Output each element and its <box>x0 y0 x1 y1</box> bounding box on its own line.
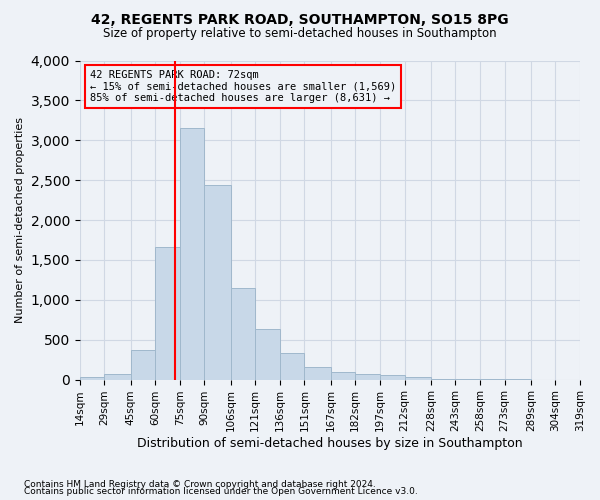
Bar <box>255 330 280 380</box>
Text: Contains HM Land Registry data © Crown copyright and database right 2024.: Contains HM Land Registry data © Crown c… <box>24 480 376 489</box>
Bar <box>80 377 104 380</box>
Bar <box>355 374 380 380</box>
Bar <box>331 372 355 380</box>
Bar <box>104 374 131 380</box>
Bar <box>230 288 255 380</box>
Bar <box>304 367 331 380</box>
Bar <box>131 350 155 380</box>
X-axis label: Distribution of semi-detached houses by size in Southampton: Distribution of semi-detached houses by … <box>137 437 523 450</box>
Text: 42 REGENTS PARK ROAD: 72sqm
← 15% of semi-detached houses are smaller (1,569)
85: 42 REGENTS PARK ROAD: 72sqm ← 15% of sem… <box>90 70 396 103</box>
Text: Size of property relative to semi-detached houses in Southampton: Size of property relative to semi-detach… <box>103 28 497 40</box>
Y-axis label: Number of semi-detached properties: Number of semi-detached properties <box>15 117 25 323</box>
Text: Contains public sector information licensed under the Open Government Licence v3: Contains public sector information licen… <box>24 487 418 496</box>
Bar <box>380 375 404 380</box>
Bar <box>205 185 230 380</box>
Bar <box>280 354 304 380</box>
Text: 42, REGENTS PARK ROAD, SOUTHAMPTON, SO15 8PG: 42, REGENTS PARK ROAD, SOUTHAMPTON, SO15… <box>91 12 509 26</box>
Bar <box>180 128 205 380</box>
Bar <box>155 247 180 380</box>
Bar <box>431 379 455 380</box>
Bar <box>404 377 431 380</box>
